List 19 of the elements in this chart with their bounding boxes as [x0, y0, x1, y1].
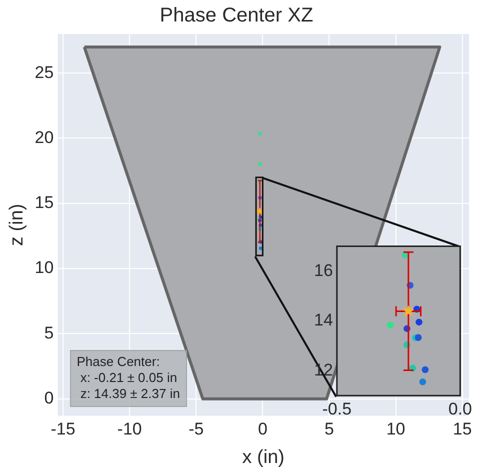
annotation: Phase Center: x: -0.21 ± 0.05 in z: 14.39 ± 2.37 in — [70, 350, 187, 407]
y-tick-label: 14 — [314, 310, 333, 330]
x-tick-label: -15 — [50, 420, 76, 439]
x-tick-label: 10 — [386, 420, 406, 439]
y-tick-label: 20 — [34, 128, 54, 147]
x-axis-title: x (in) — [242, 446, 284, 468]
y-tick-label: 16 — [314, 260, 333, 280]
x-tick-label: 0 — [258, 420, 268, 439]
x-tick-label: -10 — [117, 420, 142, 439]
x-tick-label: -0.5 — [322, 399, 352, 418]
x-tick-label: -5 — [188, 420, 204, 439]
y-tick-label: 10 — [34, 258, 54, 278]
x-tick-label: 0.0 — [448, 399, 472, 418]
y-tick-label: 5 — [44, 323, 54, 342]
chart-title: Phase Center XZ — [160, 4, 314, 27]
y-axis-title: z (in) — [6, 204, 28, 246]
y-tick-label: 15 — [34, 193, 54, 212]
y-tick-label: 25 — [34, 62, 54, 82]
x-tick-label: 15 — [452, 420, 472, 439]
